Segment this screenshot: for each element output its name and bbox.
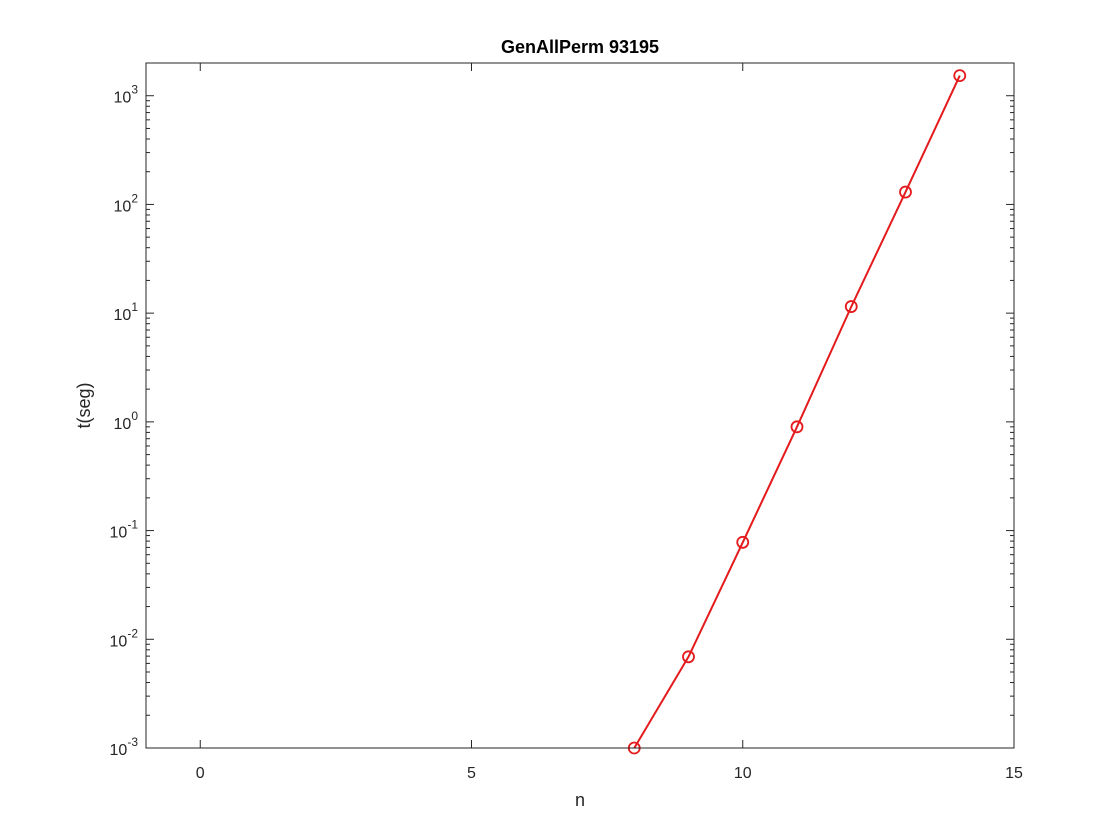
axes-box — [145, 62, 1015, 749]
data-point-marker — [899, 185, 912, 199]
x-axis-label: n — [575, 790, 585, 810]
x-tick-label: 0 — [196, 765, 205, 782]
data-point-marker — [953, 69, 967, 83]
plot-area — [146, 63, 1014, 748]
data-point-marker — [682, 650, 695, 664]
y-tick-label: 10-3 — [110, 735, 139, 759]
x-tick-label: 10 — [734, 765, 752, 782]
series-layer — [627, 69, 967, 755]
y-tick-label-base: 10 — [114, 90, 132, 107]
y-tick-label-exponent: -1 — [127, 518, 138, 532]
chart-title: GenAllPerm 93195 — [501, 37, 659, 57]
y-tick-label: 10-1 — [110, 518, 139, 542]
y-tick-label: 10-2 — [110, 626, 139, 650]
y-tick-label-exponent: 1 — [131, 300, 138, 314]
data-point-marker — [790, 420, 804, 434]
y-tick-label-exponent: -2 — [127, 626, 138, 640]
y-tick-label: 101 — [114, 300, 139, 324]
y-tick-label-base: 10 — [114, 198, 132, 215]
y-tick-label: 100 — [114, 409, 139, 433]
y-axis-label: t(seg) — [74, 382, 94, 428]
x-tick-label: 15 — [1005, 765, 1023, 782]
y-tick-label: 102 — [114, 191, 139, 215]
y-tick-label-base: 10 — [110, 525, 128, 542]
y-tick-label-exponent: 0 — [131, 409, 138, 423]
data-point-marker — [736, 535, 750, 549]
y-tick-label-exponent: -3 — [127, 735, 138, 749]
y-tick-label-exponent: 2 — [131, 191, 138, 205]
y-tick-label-exponent: 3 — [131, 83, 138, 97]
y-tick-label-base: 10 — [110, 633, 128, 650]
y-tick-label-base: 10 — [114, 307, 132, 324]
x-tick-label: 5 — [467, 765, 476, 782]
series-line — [633, 75, 961, 749]
y-tick-label-base: 10 — [114, 416, 132, 433]
y-tick-label-base: 10 — [110, 742, 128, 759]
data-point-marker — [844, 300, 858, 313]
y-tick-label: 103 — [114, 83, 139, 107]
